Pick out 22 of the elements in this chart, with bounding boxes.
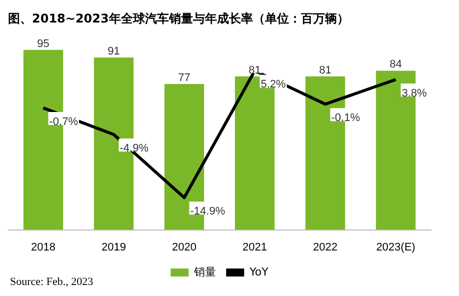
- data-label: 81: [248, 64, 261, 76]
- data-label: -4.9%: [120, 142, 149, 154]
- data-label: 3.8%: [402, 88, 428, 100]
- data-label: -0.1%: [331, 112, 360, 124]
- data-label: 84: [390, 58, 402, 71]
- data-label: 81: [319, 64, 332, 76]
- x-tick-label: 2021: [242, 241, 267, 254]
- chart-title: 图、2018~2023年全球汽车销量与年成长率（单位：百万辆）: [8, 11, 349, 26]
- data-label: 77: [178, 72, 190, 84]
- x-tick-label: 2022: [313, 241, 338, 254]
- data-label: 91: [108, 45, 120, 58]
- legend-label: 销量: [193, 265, 216, 278]
- source-note: Source: Feb., 2023: [10, 276, 94, 288]
- data-label: -14.9%: [190, 206, 226, 218]
- legend-label: YoY: [248, 265, 269, 278]
- data-label: 95: [37, 38, 50, 50]
- x-tick-label: 2020: [172, 241, 196, 254]
- x-tick-label: 2018: [31, 241, 56, 254]
- data-label: -0.7%: [49, 116, 78, 128]
- data-label: 5.2%: [260, 78, 286, 91]
- x-tick-label: 2019: [102, 241, 126, 254]
- x-tick-label: 2023(E): [376, 241, 416, 254]
